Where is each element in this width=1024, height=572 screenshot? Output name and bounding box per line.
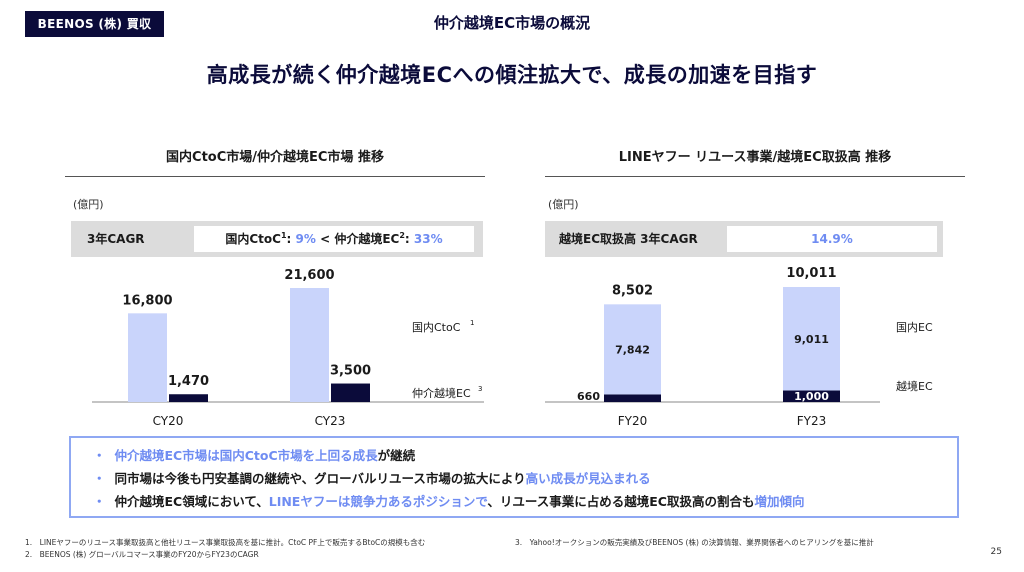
footnote-3: 3. Yahoo!オークションの販売実績及びBEENOS (株) の決算情報、業… [515, 538, 874, 547]
legend-sup: 1 [470, 319, 474, 327]
x-tick-label: CY23 [315, 414, 346, 428]
bar-cy20-cross-border [169, 394, 208, 402]
right-cagr-label: 越境EC取扱高 3年CAGR [559, 232, 698, 246]
bar-fy23-cross-border [783, 390, 840, 402]
legend-domestic-ec: 国内EC [896, 320, 933, 334]
page-number: 25 [990, 547, 1002, 557]
bullet-text: 同市場は今後も円安基調の継続や、グローバルリユース市場の拡大により [114, 471, 526, 486]
legend-sup: 3 [478, 385, 482, 393]
right-unit-label: (億円) [548, 198, 579, 211]
right-cagr-bar: 越境EC取扱高 3年CAGR 14.9% [545, 221, 943, 257]
right-cagr-value: 14.9% [727, 226, 937, 252]
bar-total-label: 8,502 [612, 283, 653, 298]
bar-segment-label: 1,000 [794, 390, 829, 403]
legend-cross-border-ec: 越境EC [896, 379, 933, 393]
brand-tag: BEENOS (株) 買収 [25, 11, 164, 37]
bar-value-label: 3,500 [330, 364, 371, 379]
cagr-ec-text: 仲介越境EC [334, 232, 400, 246]
left-cagr-bar: 3年CAGR 国内CtoC1: 9% < 仲介越境EC2: 33% [71, 221, 483, 257]
cagr-ec-sup: 2 [399, 231, 405, 240]
bullet-text: が継続 [377, 448, 416, 463]
cagr-separator: < [315, 232, 335, 246]
cagr-ec-value: 33% [413, 232, 443, 246]
bar-cy23-ctoc [290, 288, 329, 402]
left-unit-label: (億円) [73, 198, 104, 211]
bullet-text: 仲介越境EC領域において、 [114, 494, 269, 509]
cagr-ctoc-value: 9% [295, 232, 316, 246]
section-title: 仲介越境EC市場の概況 [433, 14, 591, 32]
bar-total-label: 10,011 [786, 266, 836, 281]
bar-value-label: 21,600 [284, 268, 334, 283]
bullet-text: 、リユース事業に占める越境EC取扱高の割合も [487, 494, 755, 509]
left-cagr-label: 3年CAGR [87, 232, 145, 246]
bar-segment-label: 9,011 [794, 333, 829, 346]
bar-segment-label: 7,842 [615, 343, 650, 356]
bullet-item: ・仲介越境EC領域において、LINEヤフーは競争力あるポジションで、リユース事業… [93, 490, 957, 513]
left-cagr-box: 国内CtoC1: 9% < 仲介越境EC2: 33% [194, 226, 474, 252]
x-tick-label: FY20 [618, 414, 648, 428]
bar-cy23-cross-border [331, 383, 370, 402]
legend-cross-border-ec: 仲介越境EC [412, 386, 471, 400]
bullet-highlight: 高い成長が見込まれる [525, 471, 651, 486]
footnote-1: 1. LINEヤフーのリユース事業取扱高と他社リユース事業取扱高を基に推計。Ct… [25, 538, 426, 547]
x-tick-label: FY23 [797, 414, 827, 428]
left-panel-title: 国内CtoC市場/仲介越境EC市場 推移 [166, 150, 384, 165]
bar-fy20-cross-border [604, 394, 661, 402]
right-panel-title: LINEヤフー リユース事業/越境EC取扱高 推移 [618, 150, 892, 165]
bar-value-label: 16,800 [122, 293, 172, 308]
x-tick-label: CY20 [153, 414, 184, 428]
footnote-2: 2. BEENOS (株) グローバルコマース事業のFY20からFY23のCAG… [25, 550, 259, 559]
legend-domestic-ctoc: 国内CtoC [412, 320, 461, 334]
key-points-box: ・仲介越境EC市場は国内CtoC市場を上回る成長が継続・同市場は今後も円安基調の… [69, 436, 959, 518]
cagr-ctoc-text: 国内CtoC [225, 232, 281, 246]
bullet-item: ・仲介越境EC市場は国内CtoC市場を上回る成長が継続 [93, 444, 957, 467]
bullet-highlight: LINEヤフーは競争力あるポジションで [268, 494, 488, 509]
bar-fy23-domestic [783, 287, 840, 391]
bullet-dot-icon: ・ [93, 494, 106, 509]
right-panel-rule [545, 176, 965, 177]
headline: 高成長が続く仲介越境ECへの傾注拡大で、成長の加速を目指す [206, 63, 818, 87]
cagr-ctoc-sup: 1 [280, 231, 287, 240]
bar-fy20-domestic [604, 304, 661, 395]
bullet-dot-icon: ・ [93, 448, 106, 463]
bar-value-label: 1,470 [168, 374, 209, 389]
bullet-highlight: 増加傾向 [754, 494, 805, 509]
bullet-highlight: 仲介越境EC市場は国内CtoC市場を上回る成長 [114, 448, 378, 463]
bar-cy20-ctoc [128, 313, 167, 402]
left-panel-rule [65, 176, 485, 177]
bullet-dot-icon: ・ [93, 471, 106, 486]
bullet-item: ・同市場は今後も円安基調の継続や、グローバルリユース市場の拡大により高い成長が見… [93, 467, 957, 490]
bar-segment-label: 660 [577, 390, 600, 403]
